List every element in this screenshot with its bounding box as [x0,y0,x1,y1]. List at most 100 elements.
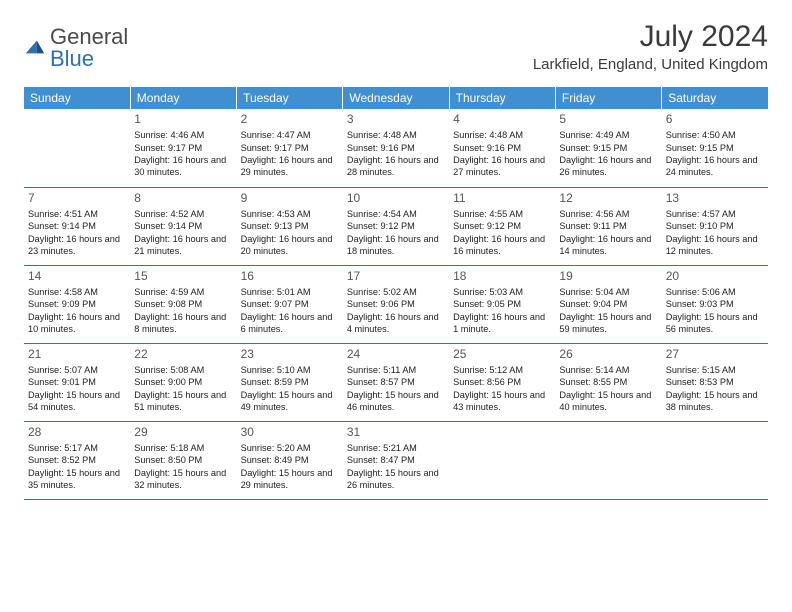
calendar-day-cell: 13 Sunrise: 4:57 AMSunset: 9:10 PMDayligh… [662,187,768,265]
day-number: 25 [453,346,551,362]
day-number: 31 [347,424,445,440]
calendar-day-cell: 20 Sunrise: 5:06 AMSunset: 9:03 PMDayligh… [662,265,768,343]
calendar-day-cell: 29 Sunrise: 5:18 AMSunset: 8:50 PMDayligh… [130,421,236,499]
calendar-day-cell: 26Sunrise: 5:14 AMSunset: 8:55 PMDayligh… [555,343,661,421]
column-header: Monday [130,87,236,109]
calendar-day-cell: 23Sunrise: 5:10 AMSunset: 8:59 PMDayligh… [237,343,343,421]
day-info: Sunrise: 5:01 AMSunset: 9:07 PMDaylight:… [241,286,339,336]
calendar-day-cell: 7Sunrise: 4:51 AMSunset: 9:14 PMDaylight… [24,187,130,265]
calendar-week-row: 21 Sunrise: 5:07 AMSunset: 9:01 PMDayligh… [24,343,768,421]
calendar-day-cell: 15Sunrise: 4:59 AMSunset: 9:08 PMDayligh… [130,265,236,343]
calendar-week-row: 28 Sunrise: 5:17 AMSunset: 8:52 PMDayligh… [24,421,768,499]
day-number: 9 [241,190,339,206]
calendar-day-cell: 24 Sunrise: 5:11 AMSunset: 8:57 PMDayligh… [343,343,449,421]
day-number: 13 [666,190,764,206]
day-number: 8 [134,190,232,206]
day-number: 14 [28,268,126,284]
day-info: Sunrise: 4:53 AMSunset: 9:13 PMDaylight:… [241,208,339,258]
day-number: 23 [241,346,339,362]
logo-text: General Blue [50,26,128,70]
day-info: Sunrise: 5:18 AMSunset: 8:50 PMDaylight:… [134,442,232,492]
day-info: Sunrise: 5:11 AMSunset: 8:57 PMDaylight:… [347,364,445,414]
day-number: 24 [347,346,445,362]
calendar-page: General Blue July 2024 Larkfield, Englan… [0,0,792,510]
calendar-day-cell [449,421,555,499]
day-info: Sunrise: 4:52 AMSunset: 9:14 PMDaylight:… [134,208,232,258]
calendar-day-cell: 1Sunrise: 4:46 AMSunset: 9:17 PMDaylight… [130,109,236,187]
calendar-day-cell: 31 Sunrise: 5:21 AMSunset: 8:47 PMDayligh… [343,421,449,499]
calendar-week-row: 7Sunrise: 4:51 AMSunset: 9:14 PMDaylight… [24,187,768,265]
day-number: 30 [241,424,339,440]
month-title: July 2024 [533,20,768,54]
title-block: July 2024 Larkfield, England, United Kin… [533,20,768,73]
calendar-day-cell: 11 Sunrise: 4:55 AMSunset: 9:12 PMDayligh… [449,187,555,265]
day-info: Sunrise: 5:03 AMSunset: 9:05 PMDaylight:… [453,286,551,336]
calendar-day-cell: 8 Sunrise: 4:52 AMSunset: 9:14 PMDaylight… [130,187,236,265]
day-info: Sunrise: 4:49 AMSunset: 9:15 PMDaylight:… [559,129,657,179]
logo-part2: Blue [50,46,94,71]
day-number: 12 [559,190,657,206]
calendar-day-cell: 9 Sunrise: 4:53 AMSunset: 9:13 PMDaylight… [237,187,343,265]
day-number: 20 [666,268,764,284]
calendar-day-cell: 28 Sunrise: 5:17 AMSunset: 8:52 PMDayligh… [24,421,130,499]
calendar-week-row: 1Sunrise: 4:46 AMSunset: 9:17 PMDaylight… [24,109,768,187]
calendar-day-cell: 5 Sunrise: 4:49 AMSunset: 9:15 PMDaylight… [555,109,661,187]
calendar-day-cell: 16Sunrise: 5:01 AMSunset: 9:07 PMDayligh… [237,265,343,343]
day-info: Sunrise: 5:06 AMSunset: 9:03 PMDaylight:… [666,286,764,336]
day-info: Sunrise: 5:14 AMSunset: 8:55 PMDaylight:… [559,364,657,414]
calendar-day-cell [555,421,661,499]
day-info: Sunrise: 4:57 AMSunset: 9:10 PMDaylight:… [666,208,764,258]
day-info: Sunrise: 5:17 AMSunset: 8:52 PMDaylight:… [28,442,126,492]
calendar-table: SundayMondayTuesdayWednesdayThursdayFrid… [24,87,768,499]
day-info: Sunrise: 5:07 AMSunset: 9:01 PMDaylight:… [28,364,126,414]
day-info: Sunrise: 4:48 AMSunset: 9:16 PMDaylight:… [453,129,551,179]
column-header: Wednesday [343,87,449,109]
day-number: 21 [28,346,126,362]
calendar-day-cell: 2 Sunrise: 4:47 AMSunset: 9:17 PMDaylight… [237,109,343,187]
header: General Blue July 2024 Larkfield, Englan… [24,20,768,73]
day-info: Sunrise: 4:48 AMSunset: 9:16 PMDaylight:… [347,129,445,179]
calendar-day-cell: 3 Sunrise: 4:48 AMSunset: 9:16 PMDaylight… [343,109,449,187]
day-info: Sunrise: 4:55 AMSunset: 9:12 PMDaylight:… [453,208,551,258]
day-info: Sunrise: 5:20 AMSunset: 8:49 PMDaylight:… [241,442,339,492]
calendar-day-cell: 17Sunrise: 5:02 AMSunset: 9:06 PMDayligh… [343,265,449,343]
day-number: 18 [453,268,551,284]
day-info: Sunrise: 4:51 AMSunset: 9:14 PMDaylight:… [28,208,126,258]
column-header: Thursday [449,87,555,109]
day-info: Sunrise: 4:58 AMSunset: 9:09 PMDaylight:… [28,286,126,336]
day-info: Sunrise: 5:04 AMSunset: 9:04 PMDaylight:… [559,286,657,336]
day-info: Sunrise: 4:50 AMSunset: 9:15 PMDaylight:… [666,129,764,179]
logo-icon [24,35,46,62]
day-number: 22 [134,346,232,362]
column-header: Sunday [24,87,130,109]
day-info: Sunrise: 5:15 AMSunset: 8:53 PMDaylight:… [666,364,764,414]
column-header: Saturday [662,87,768,109]
calendar-day-cell: 18 Sunrise: 5:03 AMSunset: 9:05 PMDayligh… [449,265,555,343]
day-info: Sunrise: 4:47 AMSunset: 9:17 PMDaylight:… [241,129,339,179]
day-number: 11 [453,190,551,206]
day-info: Sunrise: 4:46 AMSunset: 9:17 PMDaylight:… [134,129,232,179]
day-number: 4 [453,111,551,127]
brand-logo: General Blue [24,20,128,70]
location-text: Larkfield, England, United Kingdom [533,56,768,73]
calendar-day-cell [662,421,768,499]
day-number: 28 [28,424,126,440]
calendar-day-cell: 27 Sunrise: 5:15 AMSunset: 8:53 PMDayligh… [662,343,768,421]
calendar-day-cell: 30 Sunrise: 5:20 AMSunset: 8:49 PMDayligh… [237,421,343,499]
calendar-header-row: SundayMondayTuesdayWednesdayThursdayFrid… [24,87,768,109]
day-number: 5 [559,111,657,127]
day-number: 27 [666,346,764,362]
calendar-day-cell: 21 Sunrise: 5:07 AMSunset: 9:01 PMDayligh… [24,343,130,421]
column-header: Tuesday [237,87,343,109]
calendar-day-cell [24,109,130,187]
day-info: Sunrise: 5:21 AMSunset: 8:47 PMDaylight:… [347,442,445,492]
calendar-day-cell: 6 Sunrise: 4:50 AMSunset: 9:15 PMDaylight… [662,109,768,187]
day-info: Sunrise: 4:56 AMSunset: 9:11 PMDaylight:… [559,208,657,258]
day-number: 6 [666,111,764,127]
day-number: 2 [241,111,339,127]
bottom-rule [24,499,768,500]
day-number: 29 [134,424,232,440]
day-info: Sunrise: 4:59 AMSunset: 9:08 PMDaylight:… [134,286,232,336]
calendar-day-cell: 10Sunrise: 4:54 AMSunset: 9:12 PMDayligh… [343,187,449,265]
day-number: 3 [347,111,445,127]
